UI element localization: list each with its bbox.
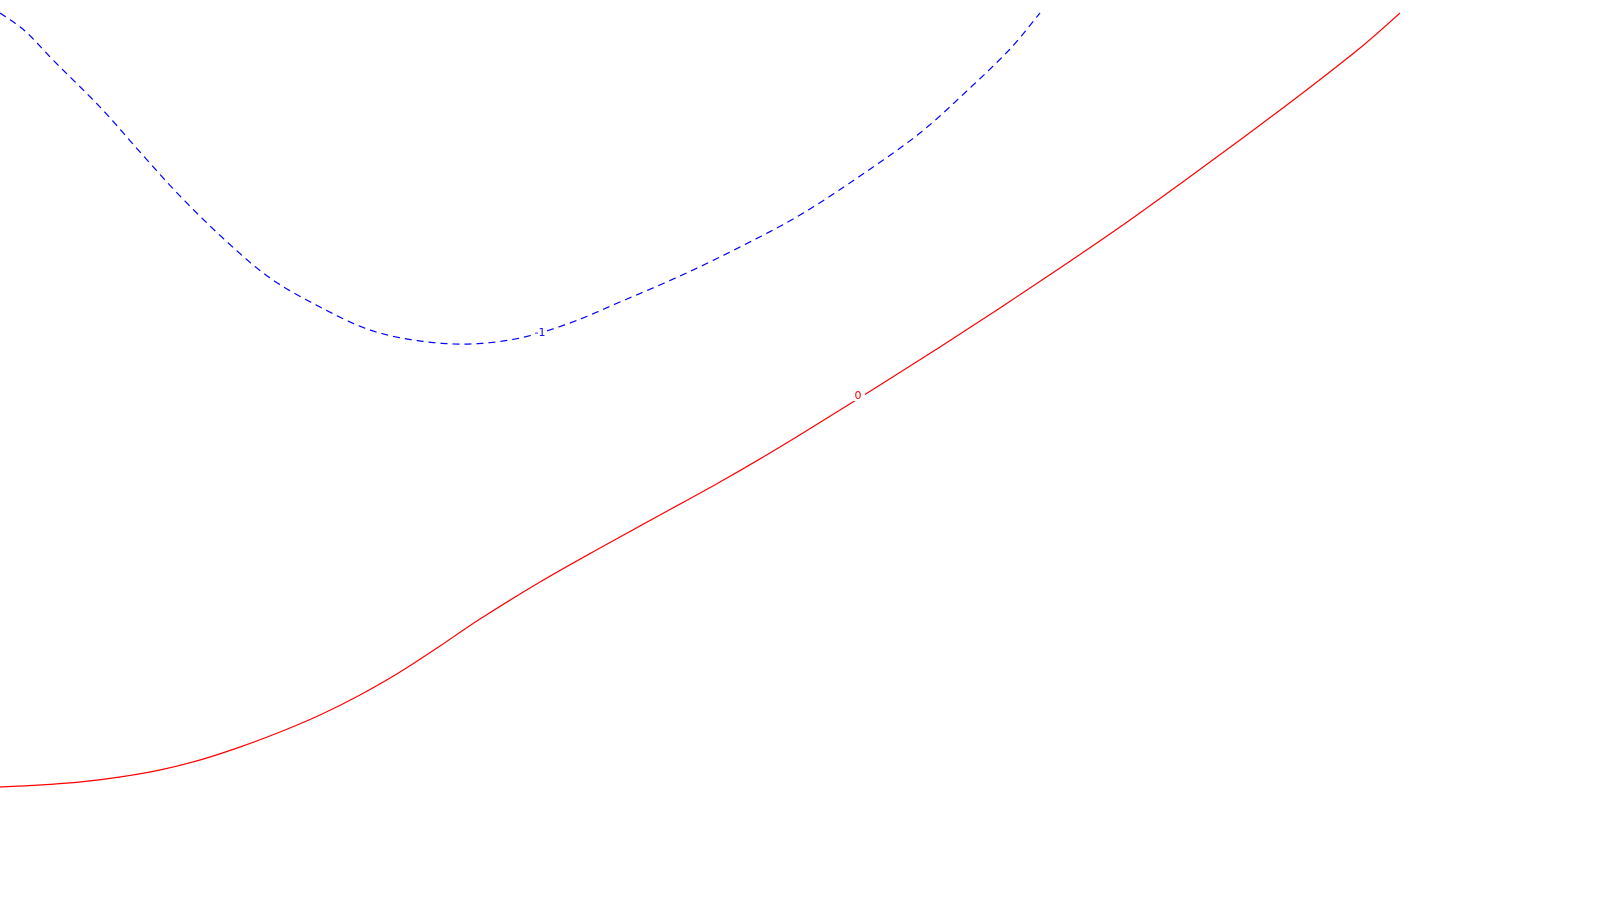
- contour-line-0: [0, 12, 1401, 788]
- contour-lines-layer: [0, 12, 1401, 788]
- contour-label-0: 0: [855, 389, 862, 402]
- contour-label-minus-1: -1: [535, 326, 546, 339]
- contour-line-minus-1: [0, 12, 1041, 345]
- contour-labels-layer: -1 0: [533, 326, 865, 402]
- contour-label-background: [851, 389, 865, 401]
- contour-label-background: [533, 326, 547, 338]
